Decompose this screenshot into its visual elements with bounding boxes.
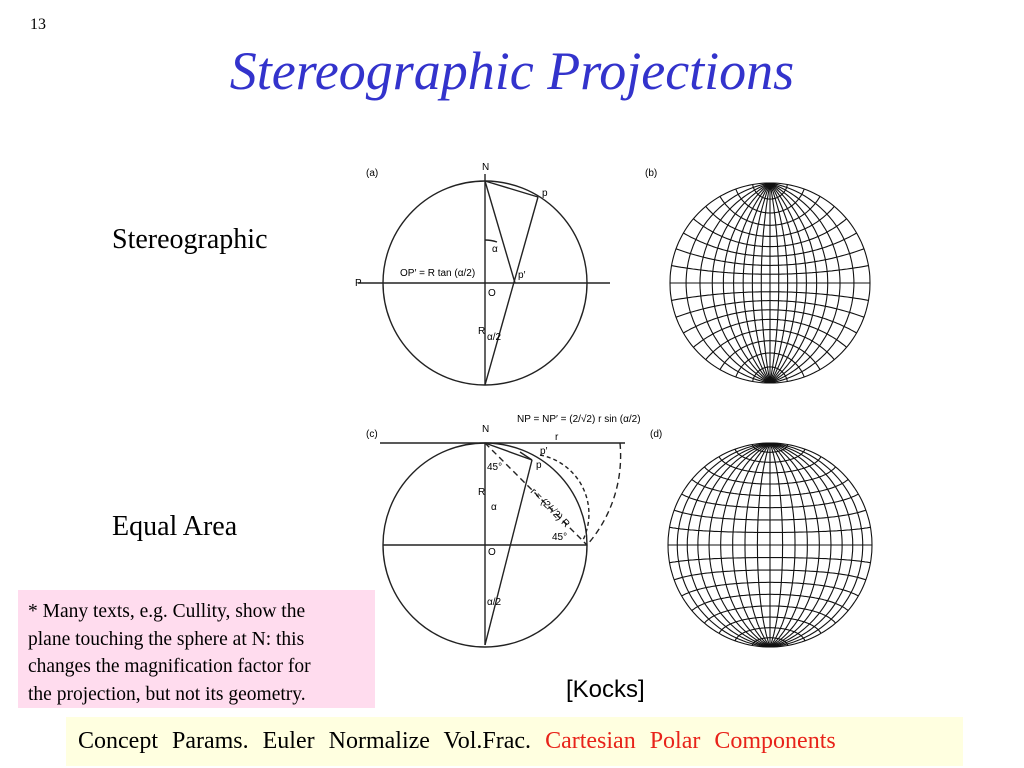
note-line: the projection, but not its geometry. <box>28 683 306 705</box>
net-line <box>683 309 857 334</box>
diagram-label: NP = NP′ = (2/√2) r sin (α/2) <box>517 413 641 425</box>
net-line <box>705 206 835 237</box>
credit: [Kocks] <box>566 676 645 703</box>
net-line <box>718 456 822 474</box>
diagram-label: 45° <box>487 462 502 473</box>
title: Stereographic Projections <box>229 41 795 101</box>
diagram-label: α <box>492 244 498 255</box>
nav-link[interactable]: Cartesian <box>545 728 636 754</box>
diagram-label: α <box>491 502 497 513</box>
net-line <box>705 329 835 360</box>
net-line <box>752 184 788 200</box>
nav-link[interactable]: Polar <box>649 728 701 754</box>
diagram-label: r <box>555 432 559 443</box>
net-line <box>751 637 789 646</box>
net-line <box>719 196 821 226</box>
panel-label: (d) <box>650 429 662 440</box>
net-line <box>752 366 788 382</box>
nav-link[interactable]: Components <box>714 728 836 754</box>
diagram-label: α/2 <box>487 597 502 608</box>
net-line <box>735 352 805 378</box>
net-line <box>669 526 871 533</box>
net-line <box>693 218 847 248</box>
label: Equal Area <box>112 511 238 542</box>
net-line <box>681 493 859 509</box>
diagram-a <box>358 174 610 386</box>
page-number: 13 <box>30 16 46 33</box>
diagram-label: O <box>488 288 496 299</box>
note-box: * Many texts, e.g. Cullity, show the pla… <box>18 590 375 708</box>
net-line <box>669 557 871 564</box>
panel-label: (a) <box>366 168 378 179</box>
nav-link[interactable]: Normalize <box>328 728 430 754</box>
diagram-label: O <box>488 547 496 558</box>
net-line <box>751 444 789 453</box>
nav-link[interactable]: Params. <box>171 728 249 754</box>
net-line <box>691 593 849 612</box>
net-line <box>704 466 836 485</box>
net-line <box>671 291 869 301</box>
diagram-label: P <box>355 278 362 289</box>
diagram-label: 45° <box>552 532 567 543</box>
panel-label: (c) <box>366 429 378 440</box>
net-line <box>675 300 865 318</box>
note-line: changes the magnification factor for <box>28 656 311 677</box>
net-line <box>735 188 805 214</box>
diagram-label: N <box>482 424 489 435</box>
diagram-label: R <box>478 487 485 498</box>
net-line <box>673 509 867 521</box>
net-line <box>734 627 806 642</box>
diagram-label: N <box>482 162 489 173</box>
nets <box>667 182 873 648</box>
diagram-label: p′ <box>518 270 526 281</box>
net-line <box>671 265 869 275</box>
net-line <box>681 581 859 597</box>
net-line <box>718 616 822 634</box>
nav-link[interactable]: Euler <box>262 728 315 754</box>
diagram-label: p <box>542 188 548 199</box>
label: Stereographic <box>112 224 268 255</box>
note-line: * Many texts, e.g. Cullity, show the <box>28 601 306 622</box>
diagram-label: α/2 <box>487 332 502 343</box>
net-line <box>734 448 806 463</box>
net-line <box>691 478 849 497</box>
diagram-label: r = (2/√2) R <box>528 486 572 530</box>
net-line <box>719 340 821 370</box>
net-line <box>693 318 847 348</box>
nav-bar: Concept Params. Euler Normalize Vol.Frac… <box>66 717 963 766</box>
net-line <box>704 605 836 624</box>
diagram-label: p′ <box>540 446 548 457</box>
diagram-label: OP′ = R tan (α/2) <box>400 268 475 279</box>
nav-link[interactable]: Vol.Frac. <box>443 728 532 754</box>
diagram-c <box>380 442 625 648</box>
net-line <box>673 569 867 581</box>
note-line: plane touching the sphere at N: this <box>28 628 305 650</box>
diagram-label: p <box>536 460 542 471</box>
panel-label: (b) <box>645 168 657 179</box>
net-line <box>675 248 865 266</box>
nav-link[interactable]: Concept <box>78 728 158 754</box>
diagram-label: R <box>478 326 485 337</box>
net-line <box>683 232 857 257</box>
